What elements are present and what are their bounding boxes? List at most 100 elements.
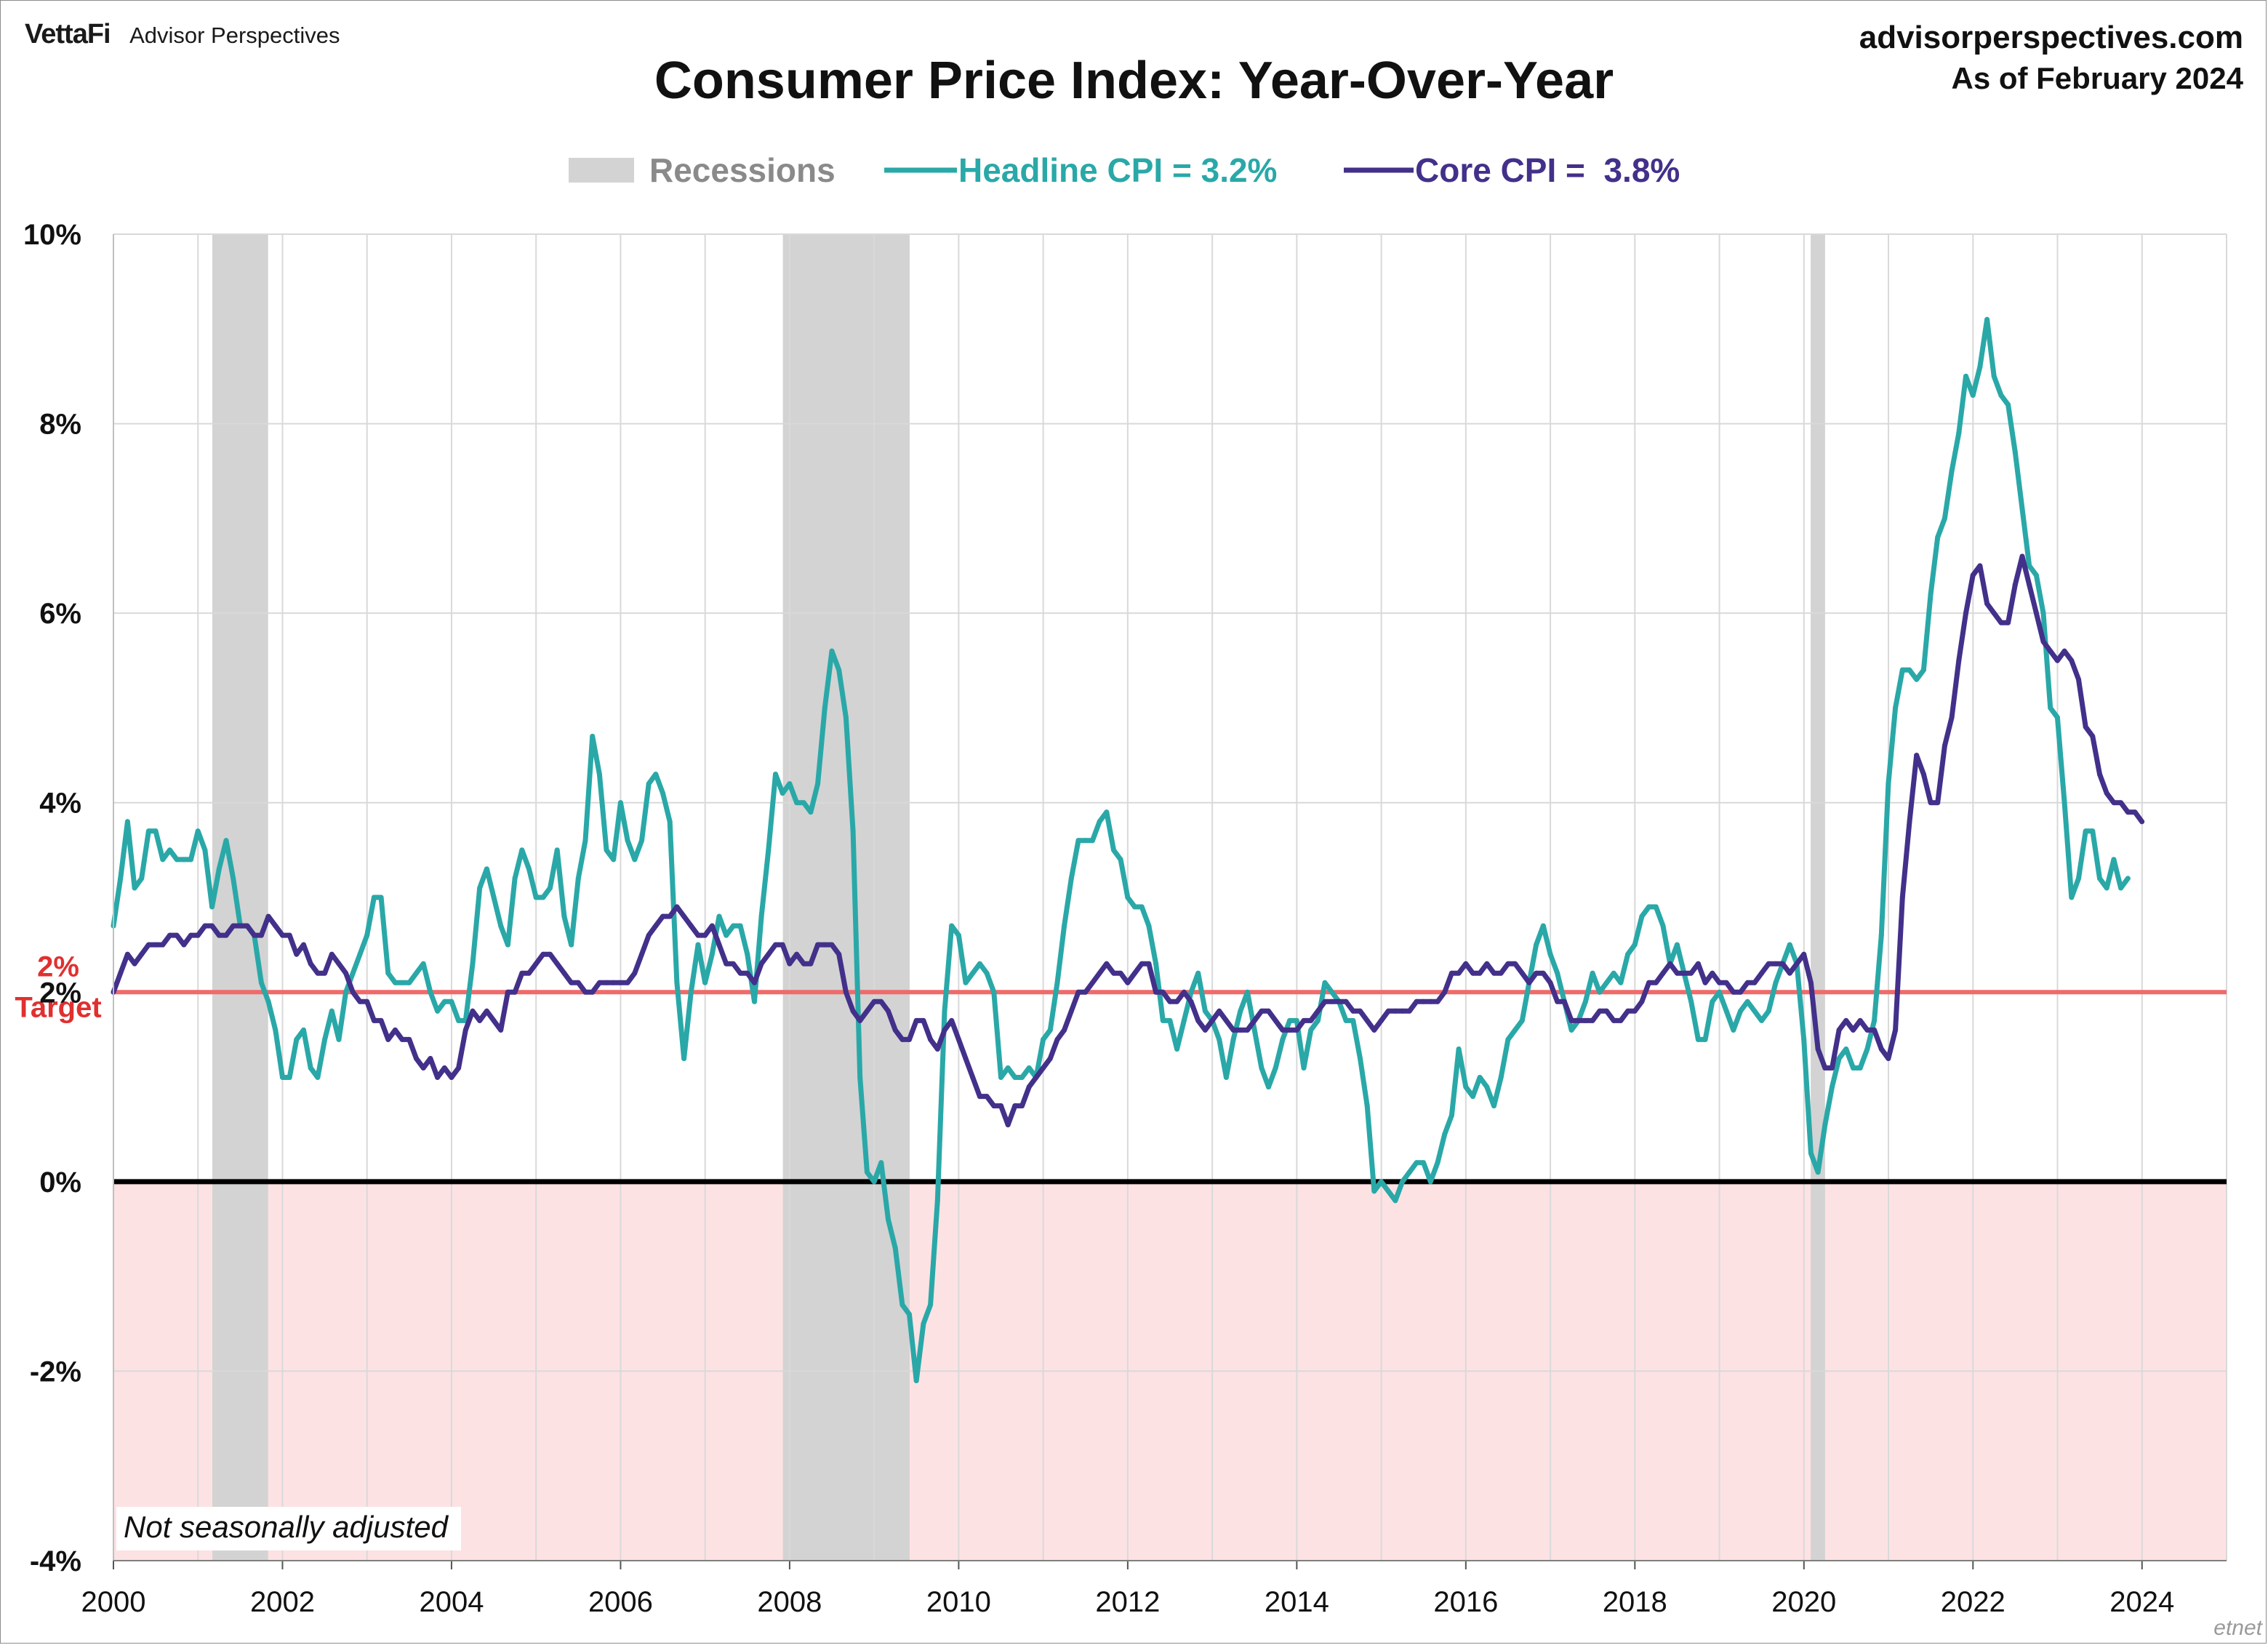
core-cpi-point xyxy=(674,904,680,910)
core-cpi-point xyxy=(2111,800,2117,806)
core-cpi-point xyxy=(364,998,370,1004)
core-cpi-point xyxy=(1822,1065,1828,1070)
core-cpi-point xyxy=(1561,998,1567,1004)
headline-cpi-point xyxy=(843,715,849,720)
core-cpi-point xyxy=(1097,970,1102,976)
headline-cpi-point xyxy=(1322,980,1328,985)
headline-cpi-point xyxy=(1406,1169,1412,1175)
brand: VettaFi Advisor Perspectives xyxy=(25,19,340,50)
headline-cpi-point xyxy=(745,951,750,957)
core-cpi-point xyxy=(406,1036,412,1042)
headline-cpi-point xyxy=(1914,676,1920,682)
core-cpi-point xyxy=(1329,998,1335,1004)
headline-cpi-point xyxy=(991,989,997,995)
core-cpi-point xyxy=(1167,998,1173,1004)
headline-cpi-point xyxy=(1047,1027,1053,1033)
headline-cpi-point xyxy=(998,1075,1003,1080)
core-cpi-point xyxy=(1287,1027,1293,1033)
core-cpi-point xyxy=(766,951,772,957)
core-cpi-point xyxy=(2069,657,2075,663)
core-cpi-point xyxy=(2019,553,2025,559)
x-tick-label: 2000 xyxy=(81,1586,146,1618)
core-cpi-point xyxy=(1540,970,1546,976)
headline-cpi-point xyxy=(1174,1046,1180,1052)
headline-cpi-point xyxy=(1104,809,1110,815)
headline-cpi-point xyxy=(1484,1084,1490,1090)
core-cpi-point xyxy=(963,1056,969,1061)
core-cpi-point xyxy=(160,942,166,948)
headline-cpi-point xyxy=(1287,1017,1293,1023)
core-cpi-point xyxy=(977,1094,982,1100)
core-cpi-point xyxy=(709,923,715,929)
target-label-text: Target xyxy=(15,991,101,1023)
core-cpi-point xyxy=(223,932,229,938)
core-cpi-point xyxy=(1830,1065,1835,1070)
core-cpi-point xyxy=(681,913,687,919)
core-cpi-point xyxy=(1230,1027,1236,1033)
core-cpi-point xyxy=(984,1094,990,1100)
core-cpi-point xyxy=(773,942,778,948)
site-url[interactable]: advisorperspectives.com xyxy=(1859,20,2243,55)
core-cpi-point xyxy=(886,1008,891,1014)
headline-cpi-point xyxy=(1075,838,1081,844)
core-cpi-point xyxy=(258,932,264,938)
core-cpi-point xyxy=(1611,1017,1616,1023)
headline-cpi-point xyxy=(2090,828,2096,834)
core-cpi-point xyxy=(857,1017,863,1023)
headline-cpi-point xyxy=(2048,705,2053,711)
headline-cpi-point xyxy=(899,1302,905,1308)
core-cpi-point xyxy=(2132,809,2138,815)
headline-cpi-point xyxy=(1723,1008,1729,1014)
core-cpi-point xyxy=(829,942,835,948)
headline-cpi-point xyxy=(441,998,447,1004)
core-cpi-point xyxy=(1041,1065,1046,1070)
headline-cpi-point xyxy=(343,989,349,995)
headline-cpi-point xyxy=(1442,1132,1448,1137)
legend-layer: Recessions Headline CPI = 3.2% Core CPI = … xyxy=(569,151,1680,189)
headline-cpi-point xyxy=(1646,904,1652,910)
core-cpi-point xyxy=(385,1036,391,1042)
core-cpi-point xyxy=(1209,1017,1215,1023)
core-cpi-point xyxy=(1723,980,1729,985)
headline-cpi-point xyxy=(1568,1027,1574,1033)
headline-cpi-point xyxy=(681,1056,687,1061)
headline-cpi-point xyxy=(477,885,483,891)
headline-cpi-point xyxy=(2118,885,2124,891)
headline-cpi-point xyxy=(1251,1027,1257,1033)
headline-cpi-point xyxy=(2054,715,2060,720)
core-cpi-point xyxy=(533,961,539,966)
core-cpi-point xyxy=(2054,657,2060,663)
core-cpi-point xyxy=(322,970,328,976)
headline-cpi-point xyxy=(216,866,222,872)
headline-cpi-point xyxy=(1822,1122,1828,1128)
headline-cpi-point xyxy=(1266,1084,1271,1090)
headline-cpi-point xyxy=(315,1075,321,1080)
legend-recessions-swatch xyxy=(569,158,634,183)
core-cpi-point xyxy=(1111,970,1116,976)
headline-cpi-point xyxy=(857,1075,863,1080)
core-cpi-point xyxy=(1555,998,1560,1004)
chart-title: Consumer Price Index: Year-Over-Year xyxy=(654,52,1614,110)
headline-cpi-point xyxy=(1062,923,1067,929)
headline-cpi-point xyxy=(1393,1198,1398,1204)
headline-cpi-point xyxy=(181,857,187,862)
core-cpi-point xyxy=(1139,961,1145,966)
headline-cpi-point xyxy=(1949,468,1955,474)
core-cpi-point xyxy=(2139,819,2145,825)
headline-cpi-point xyxy=(2027,563,2032,569)
core-cpi-point xyxy=(667,913,673,919)
headline-cpi-point xyxy=(1597,989,1603,995)
core-cpi-point xyxy=(329,951,334,957)
core-cpi-point xyxy=(596,980,602,985)
core-cpi-point xyxy=(1597,1008,1603,1014)
headline-cpi-point xyxy=(1427,1179,1433,1185)
core-cpi-point xyxy=(639,951,644,957)
core-cpi-point xyxy=(2027,582,2032,588)
core-cpi-point xyxy=(1364,1017,1370,1023)
recession-band xyxy=(782,234,910,1561)
core-cpi-point xyxy=(456,1065,462,1070)
core-cpi-point xyxy=(1427,998,1433,1004)
headline-cpi-point xyxy=(1815,1169,1821,1175)
headline-cpi-point xyxy=(1146,923,1152,929)
core-cpi-point xyxy=(216,932,222,938)
